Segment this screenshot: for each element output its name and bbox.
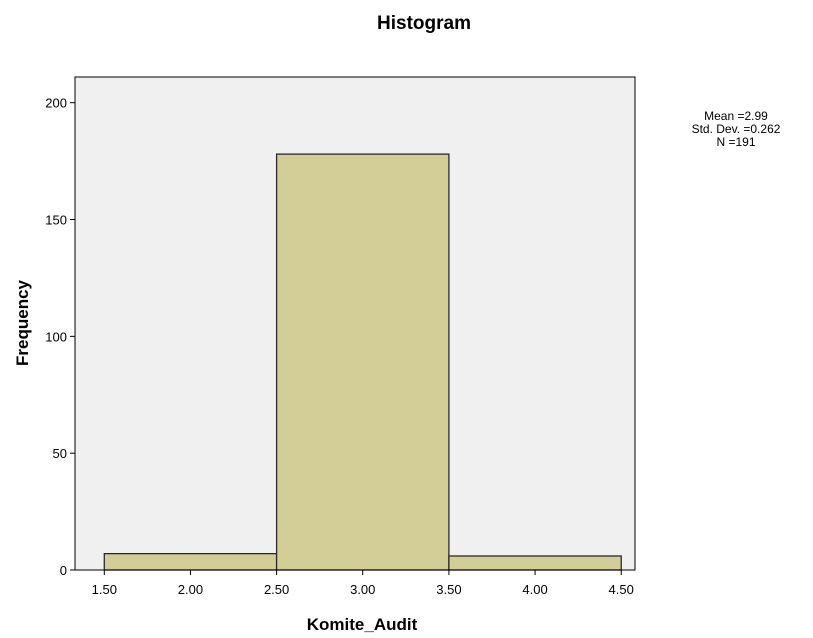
x-axis: 1.50 2.00 2.50 3.00 3.50 4.00 4.50 <box>92 570 634 597</box>
x-tick-label: 2.50 <box>264 582 289 597</box>
x-tick-label: 4.50 <box>609 582 634 597</box>
bars-group <box>103 153 622 571</box>
x-axis-title: Komite_Audit <box>307 615 418 634</box>
x-tick-label: 3.50 <box>436 582 461 597</box>
y-tick-label: 50 <box>53 446 67 461</box>
chart-title: Histogram <box>377 13 471 34</box>
x-tick-label: 3.00 <box>350 582 375 597</box>
y-axis-title: Frequency <box>13 279 32 366</box>
statistics-legend: Mean =2.99 Std. Dev. =0.262 N =191 <box>692 109 781 149</box>
plot-border <box>74 76 636 571</box>
x-tick-label: 1.50 <box>92 582 117 597</box>
histogram-bar-2 <box>275 153 450 571</box>
x-tick-label: 2.00 <box>178 582 203 597</box>
mean-stat: Mean =2.99 <box>704 109 768 123</box>
y-axis: 0 50 100 150 200 <box>45 96 75 578</box>
histogram-bar-3 <box>448 555 622 571</box>
x-tick-label: 4.00 <box>522 582 547 597</box>
y-tick-label: 100 <box>45 329 67 344</box>
n-stat: N =191 <box>716 135 755 149</box>
histogram-bar-1 <box>103 552 278 571</box>
y-tick-label: 0 <box>60 563 67 578</box>
y-tick-label: 150 <box>45 213 67 228</box>
y-tick-label: 200 <box>45 96 67 111</box>
std-dev-stat: Std. Dev. =0.262 <box>692 122 781 136</box>
